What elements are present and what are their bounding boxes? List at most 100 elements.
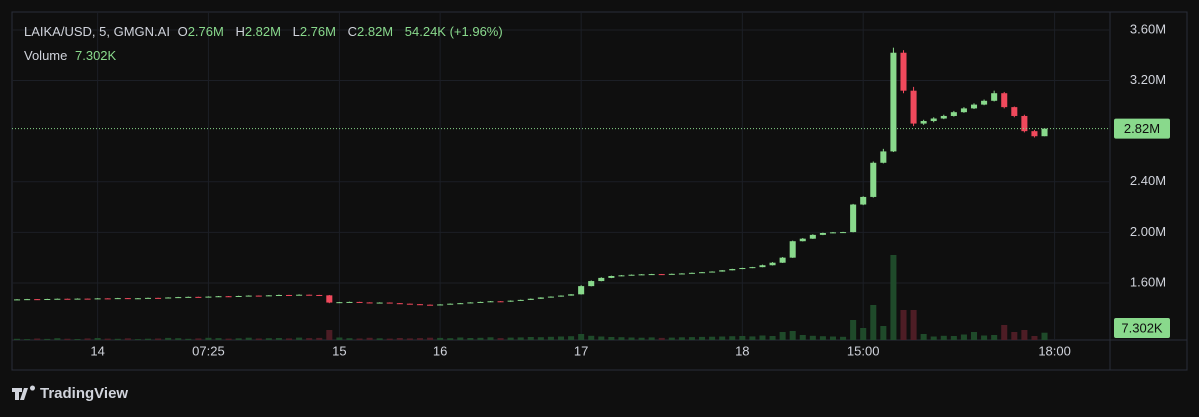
candle-body [94, 298, 101, 300]
volume-bar [175, 338, 182, 340]
volume-bar [94, 338, 101, 340]
symbol: LAIKA/USD, 5, GMGN.AI [24, 24, 170, 39]
volume-bar [729, 336, 736, 340]
candle-body [527, 298, 534, 300]
candle-body [245, 295, 252, 297]
volume-bar [386, 338, 393, 340]
candle-body [860, 196, 867, 205]
candle-body [819, 232, 826, 235]
volume-bar [1031, 336, 1038, 340]
volume-value: 7.302K [75, 48, 117, 63]
candle-body [144, 297, 152, 299]
candle-body [578, 286, 585, 295]
candle-body [74, 298, 81, 300]
volume-bar [1021, 330, 1028, 340]
volume-bar [809, 335, 816, 340]
candle-body [789, 241, 796, 258]
volume-bar [789, 331, 796, 340]
candle-body [537, 297, 544, 299]
volume-bar [688, 337, 695, 340]
volume-bar [940, 335, 947, 340]
candle-body [497, 301, 504, 303]
volume-bar [195, 338, 202, 340]
volume-bar [326, 330, 333, 340]
candle-body [568, 294, 575, 296]
volume-bar [658, 337, 665, 340]
candle-body [809, 234, 816, 239]
volume-bar [699, 336, 706, 340]
volume-bar [779, 332, 786, 340]
volume-bar [356, 338, 363, 340]
candle-body [24, 299, 31, 301]
volume-bar [255, 338, 262, 340]
brand-logo [12, 385, 35, 400]
x-tick-label: 07:25 [192, 343, 225, 358]
candle-body [628, 274, 635, 276]
volume-bar [739, 336, 746, 340]
candle-body [336, 302, 343, 304]
candle-body [306, 294, 313, 296]
candle-body [296, 294, 303, 296]
candle-body [235, 295, 242, 297]
candle-body [316, 294, 323, 296]
volume-bar [829, 336, 837, 340]
candle-body [84, 298, 91, 300]
candle-body [64, 298, 71, 300]
ohlc-item: H2.82M [235, 24, 285, 39]
volume-bar [275, 338, 282, 340]
candle-body [356, 301, 363, 303]
candle-body [1001, 93, 1008, 108]
candle-body [386, 302, 393, 304]
candle-body [275, 294, 282, 296]
volume-bar [205, 337, 212, 340]
last-price-label: 2.82M [1124, 121, 1160, 136]
candle-body [225, 296, 232, 298]
ohlc-item: O2.76M [178, 24, 228, 39]
volume-bar [860, 328, 867, 340]
y-tick-label: 2.40M [1130, 173, 1166, 188]
ohlc-value: 2.82M [244, 24, 281, 39]
grid [12, 12, 1110, 340]
volume-bar [427, 337, 434, 340]
volume-bar [14, 338, 21, 340]
candle-body [759, 265, 766, 268]
ohlc-value: 2.82M [357, 24, 394, 39]
volume-bar [34, 338, 41, 340]
legend-price: LAIKA/USD, 5, GMGN.AI O2.76M H2.82M L2.7… [24, 24, 507, 39]
volume-bar [709, 336, 716, 340]
chart-frame [11, 11, 1188, 371]
candle-body [1041, 128, 1048, 137]
candle-body [104, 298, 111, 300]
candle-body [155, 297, 162, 299]
ohlc-item: L2.76M [293, 24, 340, 39]
candle-body [648, 274, 655, 276]
volume-bar [759, 335, 766, 340]
candle-body [699, 272, 706, 274]
volume-bar [64, 338, 71, 340]
volume-bar [578, 334, 585, 340]
volume-bar [114, 338, 121, 340]
volume-bar [960, 334, 967, 340]
change: 54.24K (+1.96%) [404, 24, 503, 39]
x-tick-label: 15 [332, 343, 346, 358]
candle-body [618, 275, 625, 277]
y-tick-label: 1.60M [1130, 274, 1166, 289]
candle-body [14, 299, 21, 301]
volume-bar [981, 335, 988, 340]
volume-bar [648, 337, 655, 340]
candle-body [124, 298, 131, 300]
candle-body [44, 299, 51, 301]
volume-bar [306, 338, 313, 340]
volume-title: Volume [24, 48, 68, 63]
candle-body [326, 295, 333, 303]
candle-body [165, 297, 172, 299]
volume-bar [467, 338, 474, 340]
candle-body [427, 304, 434, 306]
candle-body [870, 162, 877, 197]
candle-body [134, 298, 141, 300]
candle-body [376, 302, 383, 304]
candle-body [285, 294, 293, 296]
candle-body [1031, 131, 1038, 137]
candle-body [175, 297, 182, 299]
candle-body [54, 298, 61, 300]
